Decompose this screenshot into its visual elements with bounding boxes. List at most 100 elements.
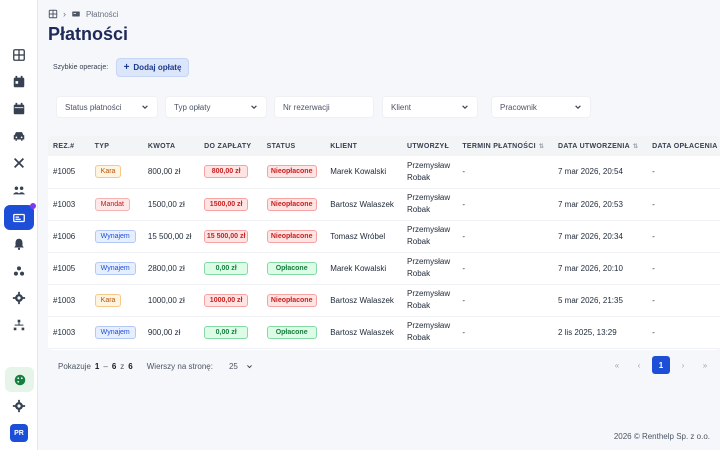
cell-created-date: 7 mar 2026, 20:10 bbox=[552, 252, 648, 285]
first-page-icon[interactable]: « bbox=[614, 360, 620, 370]
user-avatar[interactable]: PR bbox=[10, 424, 28, 442]
sidebar-item-clients[interactable] bbox=[5, 177, 33, 203]
column-header[interactable]: KLIENT bbox=[325, 136, 402, 156]
cell-amount: 1500,00 zł bbox=[142, 188, 200, 221]
rows-per-page-select[interactable]: 25 bbox=[223, 360, 259, 373]
quick-ops-label: Szybkie operacje: bbox=[53, 64, 109, 71]
filter-payment-type-label: Typ opłaty bbox=[174, 102, 211, 112]
filter-payment-status[interactable]: Status płatności bbox=[56, 96, 158, 118]
sidebar-item-theme[interactable] bbox=[5, 367, 34, 392]
cell-reservation[interactable]: #1003 bbox=[48, 188, 90, 221]
cell-reservation[interactable]: #1003 bbox=[48, 284, 90, 317]
car-icon bbox=[13, 132, 25, 141]
table-row[interactable]: #1005 Wynajem 2800,00 zł 0,00 zł Opłacone Mar… bbox=[48, 252, 720, 285]
cell-reservation[interactable]: #1006 bbox=[48, 220, 90, 253]
tools-icon bbox=[14, 158, 24, 168]
sidebar-item-payments[interactable] bbox=[4, 203, 36, 230]
pagination: « ‹ 1 › » bbox=[608, 356, 714, 374]
reservation-number-input[interactable]: Nr rezerwacji bbox=[274, 96, 374, 118]
cell-created-date: 7 mar 2026, 20:34 bbox=[552, 220, 648, 253]
cell-paid-date: - bbox=[647, 252, 720, 285]
filter-client[interactable]: Klient bbox=[382, 96, 478, 118]
type-badge: Kara bbox=[94, 165, 122, 179]
table-row[interactable]: #1003 Wynajem 900,00 zł 0,00 zł Opłacone Bart… bbox=[48, 316, 720, 349]
column-header[interactable]: KWOTA bbox=[142, 136, 200, 156]
cell-paid-date: - bbox=[647, 156, 720, 189]
type-badge: Kara bbox=[94, 293, 122, 307]
sidebar-item-cars[interactable] bbox=[5, 123, 33, 149]
cell-created-by: Przemysław Robak bbox=[401, 252, 458, 285]
column-header[interactable]: REZ.# bbox=[48, 136, 90, 156]
cell-type: Kara bbox=[89, 156, 143, 189]
chevron-right-icon: › bbox=[63, 9, 66, 19]
cell-created-by: Przemysław Robak bbox=[401, 188, 458, 221]
sidebar-item-groups[interactable] bbox=[5, 258, 33, 284]
cell-due-date: - bbox=[457, 252, 553, 285]
rows-per-page-label: Wierszy na stronę: bbox=[146, 362, 213, 371]
sidebar-item-system-settings[interactable] bbox=[5, 393, 33, 419]
sidebar-item-service[interactable] bbox=[5, 150, 33, 176]
plus-icon: + bbox=[123, 62, 130, 73]
table-row[interactable]: #1003 Mandat 1500,00 zł 1500,00 zł Nieopłaco… bbox=[48, 188, 720, 221]
sidebar-item-dashboard[interactable] bbox=[5, 42, 33, 68]
range-total: 6 bbox=[128, 362, 133, 371]
filter-employee[interactable]: Pracownik bbox=[491, 96, 591, 118]
table-row[interactable]: #1005 Kara 800,00 zł 800,00 zł Nieopłacone Ma… bbox=[48, 156, 720, 189]
column-header[interactable]: STATUS bbox=[261, 136, 326, 156]
cell-amount: 15 500,00 zł bbox=[142, 220, 200, 253]
cell-due-date: - bbox=[457, 316, 553, 349]
page-title: Płatności bbox=[48, 24, 129, 44]
cell-reservation[interactable]: #1005 bbox=[48, 156, 90, 189]
rows-per-page-value: 25 bbox=[228, 362, 238, 371]
cell-status: Nieopłacone bbox=[261, 156, 326, 189]
cell-due-date: - bbox=[457, 188, 553, 221]
sidebar-item-calendar-day[interactable] bbox=[5, 69, 33, 95]
table-row[interactable]: #1003 Kara 1000,00 zł 1000,00 zł Nieopłacone… bbox=[48, 284, 720, 317]
grid-icon[interactable] bbox=[48, 9, 58, 19]
next-page-icon[interactable]: › bbox=[681, 360, 685, 370]
cell-status: Nieopłacone bbox=[261, 284, 326, 317]
sort-icon[interactable]: ⇅ bbox=[538, 143, 545, 150]
table-row[interactable]: #1006 Wynajem 15 500,00 zł 15 500,00 zł Nieo… bbox=[48, 220, 720, 253]
page-button-current[interactable]: 1 bbox=[652, 356, 670, 374]
sidebar-item-settings[interactable] bbox=[5, 285, 33, 311]
due-badge: 0,00 zł bbox=[204, 325, 249, 339]
pagination-info: Pokazuje 1 – 6 z 6 Wierszy na stronę: 25 bbox=[58, 360, 259, 373]
add-payment-button[interactable]: + Dodaj opłatę bbox=[116, 58, 189, 77]
column-header[interactable]: TERMIN PŁATNOŚCI ⇅ bbox=[457, 136, 553, 156]
cell-client: Marek Kowalski bbox=[325, 156, 402, 189]
cell-due-date: - bbox=[457, 156, 553, 189]
cell-due: 1000,00 zł bbox=[199, 284, 262, 317]
column-header[interactable]: UTWORZYŁ bbox=[401, 136, 458, 156]
sidebar-item-structure[interactable] bbox=[5, 312, 33, 338]
breadcrumb: › Płatności bbox=[48, 9, 118, 19]
of-word: z bbox=[120, 362, 125, 371]
last-page-icon[interactable]: » bbox=[702, 360, 708, 370]
sort-icon[interactable]: ⇅ bbox=[633, 143, 639, 150]
prev-page-icon[interactable]: ‹ bbox=[637, 360, 641, 370]
filter-payment-type[interactable]: Typ opłaty bbox=[165, 96, 267, 118]
range-from: 1 bbox=[94, 362, 100, 371]
status-badge: Nieopłacone bbox=[266, 197, 317, 211]
due-badge: 1500,00 zł bbox=[204, 197, 249, 211]
cell-paid-date: - bbox=[647, 316, 720, 349]
column-header[interactable]: DO ZAPŁATY bbox=[199, 136, 262, 156]
chevron-down-icon bbox=[246, 365, 252, 369]
due-badge: 0,00 zł bbox=[204, 261, 249, 275]
payments-table: REZ.# TYP KWOTA DO ZAPŁATY STATUS KLIENT… bbox=[48, 136, 720, 350]
status-badge: Nieopłacone bbox=[266, 293, 317, 307]
column-header[interactable]: DATA UTWORZENIA ⇅ bbox=[552, 136, 648, 156]
cell-reservation[interactable]: #1003 bbox=[48, 316, 90, 349]
column-header[interactable]: DATA OPŁACENIA⇅ bbox=[647, 136, 720, 156]
cell-client: Bartosz Walaszek bbox=[325, 284, 402, 317]
grid-icon bbox=[13, 49, 25, 61]
sidebar-item-notifications[interactable] bbox=[5, 231, 33, 257]
cell-paid-date: - bbox=[647, 220, 720, 253]
status-badge: Opłacone bbox=[266, 261, 317, 275]
cell-client: Bartosz Walaszek bbox=[325, 316, 402, 349]
reservation-number-placeholder: Nr rezerwacji bbox=[283, 102, 330, 112]
column-header[interactable]: TYP bbox=[89, 136, 143, 156]
chevron-down-icon bbox=[251, 105, 257, 109]
sidebar-item-calendar[interactable] bbox=[5, 96, 33, 122]
cell-reservation[interactable]: #1005 bbox=[48, 252, 90, 285]
